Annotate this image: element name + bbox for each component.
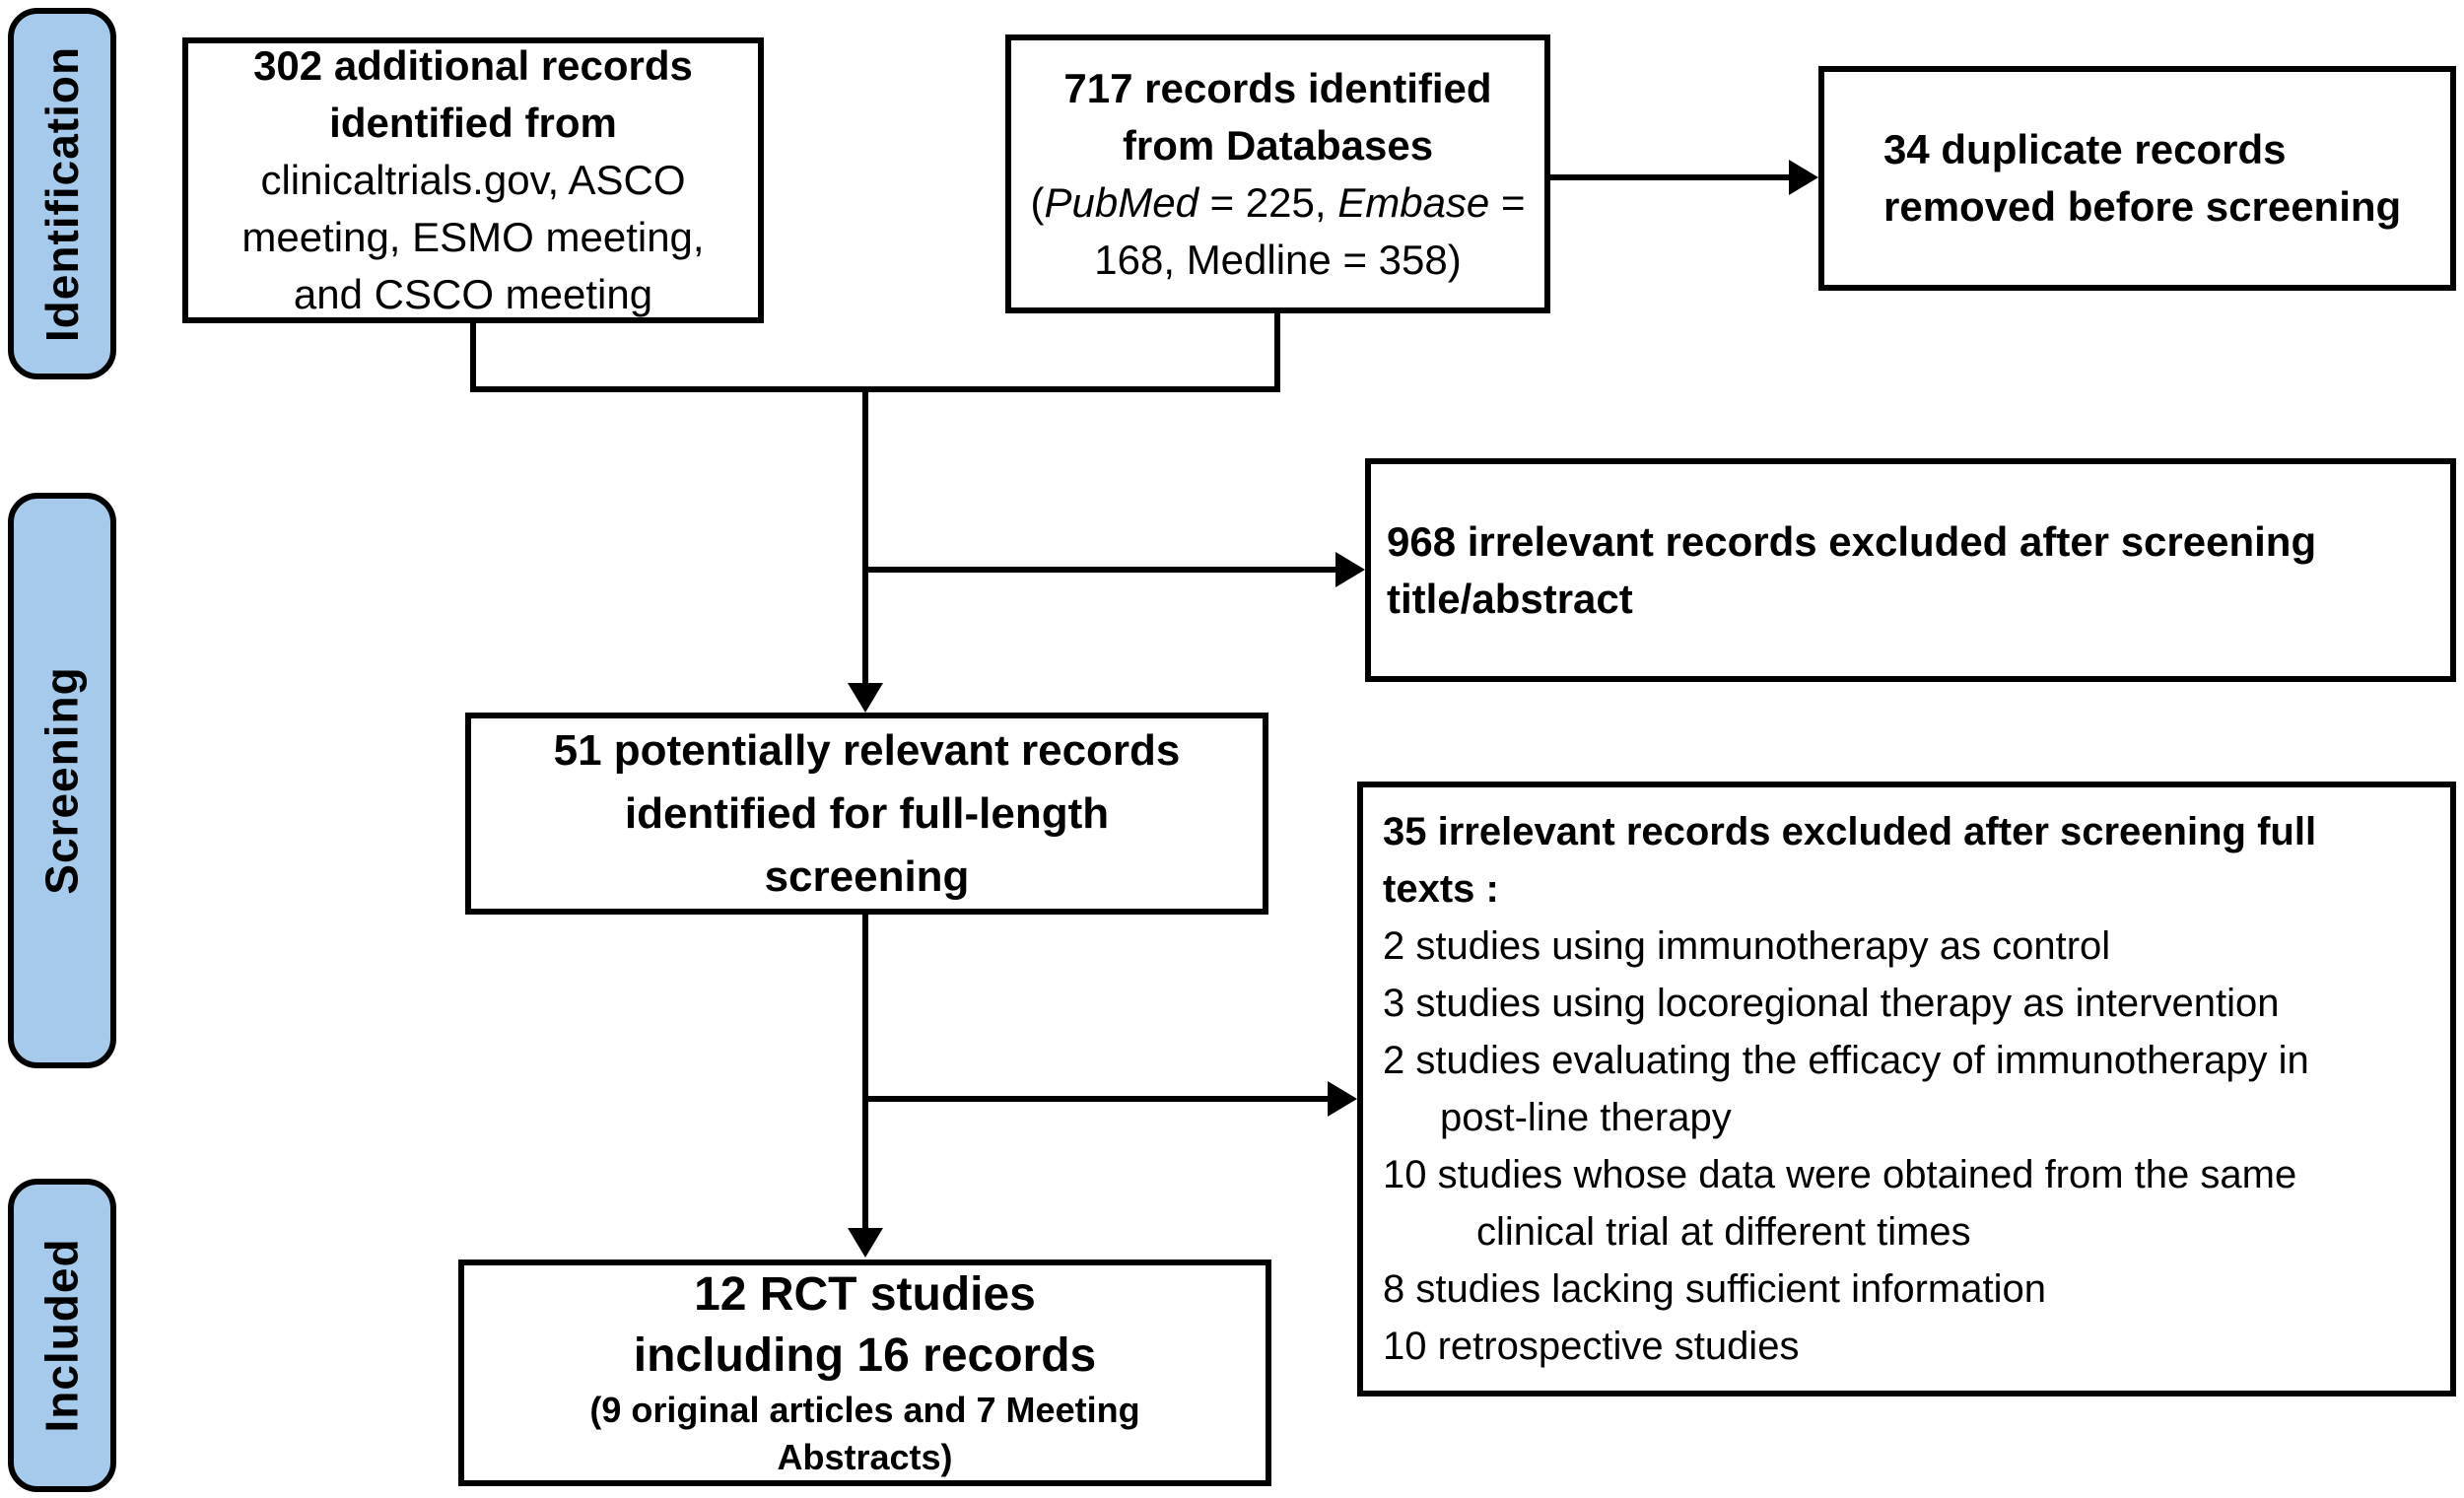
- stage-screening-label: Screening: [36, 666, 89, 895]
- stage-included-label: Included: [36, 1238, 88, 1433]
- box-line: 302 additional records: [253, 42, 693, 89]
- box-line: 968 irrelevant records excluded after sc…: [1387, 517, 2317, 565]
- box-full-text-excluded: 35 irrelevant records excluded after scr…: [1357, 782, 2456, 1396]
- connector-main-vertical-top: [862, 386, 868, 685]
- box-line: meeting, ESMO meeting,: [241, 214, 705, 260]
- box-duplicates-removed: 34 duplicate records removed before scre…: [1818, 66, 2456, 291]
- arrowhead-into-duplicates-box: [1789, 160, 1818, 195]
- box-line: 35 irrelevant records excluded after scr…: [1383, 810, 2317, 853]
- connector-main-vertical-bottom: [862, 915, 868, 1230]
- exclusion-item: 10 retrospective studies: [1383, 1325, 1800, 1368]
- connector-merge-horizontal: [470, 386, 1280, 392]
- arrowhead-into-included-box: [848, 1228, 883, 1258]
- stage-identification: Identification: [8, 8, 116, 379]
- arrowhead-into-968-box: [1335, 552, 1365, 587]
- connector-branch-full-text: [862, 1096, 1330, 1102]
- exclusion-item-continuation: clinical trial at different times: [1476, 1210, 1971, 1254]
- exclusion-item: 8 studies lacking sufficient information: [1383, 1267, 2046, 1311]
- box-line: 168, Medline = 358): [1094, 236, 1462, 283]
- box-title-abstract-excluded: 968 irrelevant records excluded after sc…: [1365, 458, 2456, 682]
- stage-included: Included: [8, 1179, 116, 1492]
- stage-screening: Screening: [8, 493, 116, 1068]
- box-line: screening: [764, 851, 970, 901]
- box-line: 12 RCT studies: [694, 1268, 1036, 1321]
- box-line: (9 original articles and 7 Meeting: [589, 1390, 1140, 1430]
- box-line: texts :: [1383, 867, 1499, 911]
- box-line: identified for full-length: [624, 788, 1110, 838]
- exclusion-item: 2 studies using immunotherapy as control: [1383, 924, 2111, 968]
- box-included-studies: 12 RCT studies including 16 records (9 o…: [458, 1260, 1271, 1486]
- box-line: 51 potentially relevant records: [553, 725, 1181, 775]
- arrowhead-into-full-length-box: [848, 683, 883, 713]
- box-line: including 16 records: [633, 1329, 1097, 1382]
- exclusion-item: 10 studies whose data were obtained from…: [1383, 1153, 2297, 1196]
- box-line-databases-detail: (PubMed = 225, Embase =: [1030, 178, 1526, 226]
- box-line: title/abstract: [1387, 575, 1633, 622]
- box-line: Abstracts): [777, 1437, 953, 1477]
- connector-duplicates: [1550, 174, 1791, 180]
- box-additional-records: 302 additional records identified from c…: [182, 37, 764, 323]
- connector-branch-title-abstract: [862, 567, 1337, 573]
- box-line: from Databases: [1122, 121, 1434, 169]
- box-line: 717 records identified: [1063, 64, 1492, 111]
- exclusion-item: 3 studies using locoregional therapy as …: [1383, 982, 2280, 1025]
- connector-stub-database-records: [1274, 310, 1280, 392]
- box-line: and CSCO meeting: [293, 271, 653, 317]
- box-database-records: 717 records identified from Databases (P…: [1005, 34, 1550, 313]
- box-full-length-screening: 51 potentially relevant records identifi…: [465, 713, 1268, 915]
- box-line: removed before screening: [1883, 183, 2402, 230]
- exclusion-item: 2 studies evaluating the efficacy of imm…: [1383, 1039, 2309, 1082]
- arrowhead-into-35-box: [1328, 1081, 1357, 1117]
- box-line: 34 duplicate records: [1883, 126, 2287, 172]
- connector-stub-additional-records: [470, 320, 476, 392]
- stage-identification-label: Identification: [36, 45, 89, 342]
- box-line: clinicaltrials.gov, ASCO: [260, 157, 686, 203]
- box-line: identified from: [329, 100, 617, 146]
- exclusion-item-continuation: post-line therapy: [1440, 1096, 1732, 1139]
